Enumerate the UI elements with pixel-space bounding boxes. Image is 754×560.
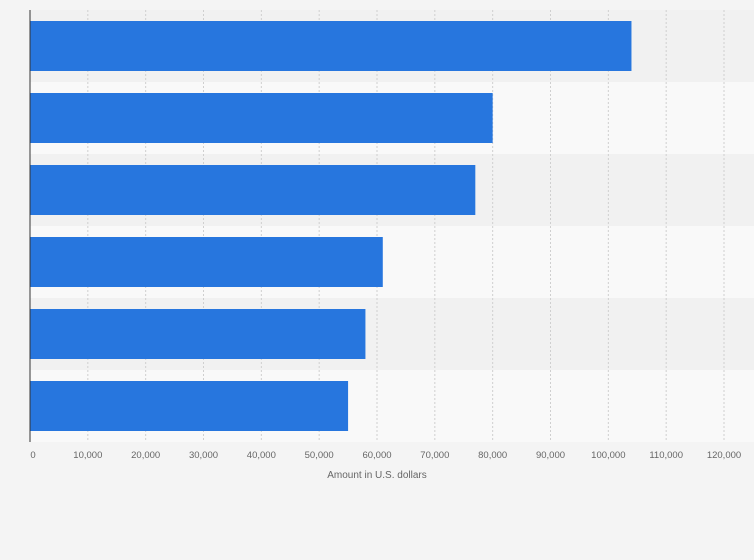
row-bands xyxy=(30,10,754,442)
bar xyxy=(30,237,383,287)
x-tick-labels: 0 10,000 20,000 30,000 40,000 50,000 60,000 70,… xyxy=(30,450,741,461)
bar xyxy=(30,165,476,215)
bar xyxy=(30,21,632,71)
bar xyxy=(30,93,493,143)
x-tick-label: 100,000 xyxy=(591,450,625,461)
x-tick-label: 60,000 xyxy=(362,450,391,461)
x-tick-label: 10,000 xyxy=(73,450,102,461)
x-tick-label: 40,000 xyxy=(247,450,276,461)
x-tick-label: 80,000 xyxy=(478,450,507,461)
x-tick-label: 0 xyxy=(30,450,35,461)
x-tick-label: 30,000 xyxy=(189,450,218,461)
x-tick-label: 90,000 xyxy=(536,450,565,461)
bars xyxy=(30,21,632,431)
x-tick-label: 70,000 xyxy=(420,450,449,461)
x-tick-label: 20,000 xyxy=(131,450,160,461)
x-tick-label: 120,000 xyxy=(707,450,741,461)
x-tick-label: 110,000 xyxy=(649,450,683,461)
gridlines xyxy=(87,10,725,442)
bar xyxy=(30,309,366,359)
x-axis-title: Amount in U.S. dollars xyxy=(327,470,427,481)
bar xyxy=(30,381,349,431)
x-tick-label: 50,000 xyxy=(305,450,334,461)
